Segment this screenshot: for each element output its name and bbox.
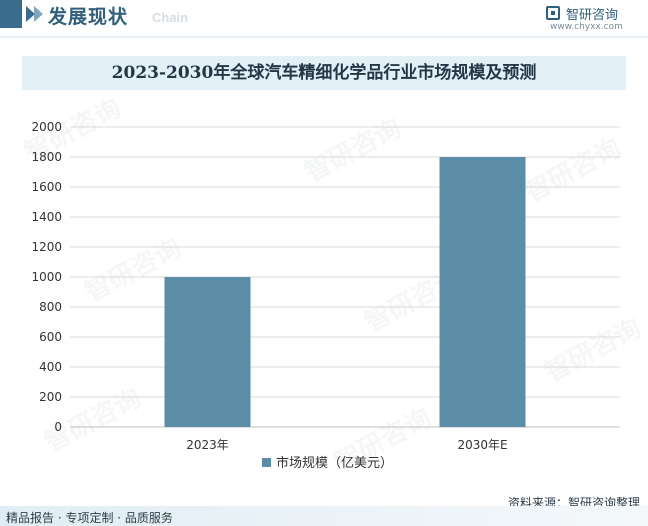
x-tick-label: 2023年	[186, 438, 229, 452]
y-tick-label: 400	[39, 360, 62, 374]
bar	[439, 157, 526, 427]
brand-name: 智研咨询	[566, 8, 619, 23]
brand-logo-icon	[546, 6, 560, 20]
chevron-right-icon	[34, 6, 43, 22]
header-divider	[0, 36, 648, 38]
legend-label: 市场规模（亿美元）	[276, 455, 393, 471]
y-tick-label: 0	[54, 420, 62, 434]
footer: 精品报告 · 专项定制 · 品质服务	[0, 506, 648, 526]
header: 发展现状 Chain 智研咨询 www.chyxx.com	[0, 0, 648, 36]
y-tick-label: 2000	[31, 120, 62, 134]
section-title: 发展现状	[48, 6, 129, 28]
y-tick-label: 800	[39, 300, 62, 314]
y-tick-label: 200	[39, 390, 62, 404]
chevron-right-icon	[26, 6, 35, 22]
y-tick-label: 1400	[31, 210, 62, 224]
bar	[164, 277, 251, 427]
chart-title-band: 2023-2030年全球汽车精细化学品行业市场规模及预测	[22, 56, 626, 90]
bar-chart: 0 200 400 600 800 1000 1200 1400 1600 1800 2000 202…	[31, 120, 620, 471]
y-tick-label: 1600	[31, 180, 62, 194]
y-tick-label: 1000	[31, 270, 62, 284]
brand: 智研咨询 www.chyxx.com	[546, 4, 636, 36]
legend-swatch	[262, 458, 271, 467]
x-tick-label: 2030年E	[457, 438, 507, 452]
y-tick-label: 1800	[31, 150, 62, 164]
y-tick-label: 600	[39, 330, 62, 344]
header-accent-bar	[0, 0, 22, 28]
y-tick-label: 1200	[31, 240, 62, 254]
footer-slogan: 精品报告 · 专项定制 · 品质服务	[6, 511, 173, 525]
chart-title: 2023-2030年全球汽车精细化学品行业市场规模及预测	[111, 63, 537, 83]
brand-url: www.chyxx.com	[550, 22, 623, 32]
section-subtitle: Chain	[152, 10, 189, 25]
